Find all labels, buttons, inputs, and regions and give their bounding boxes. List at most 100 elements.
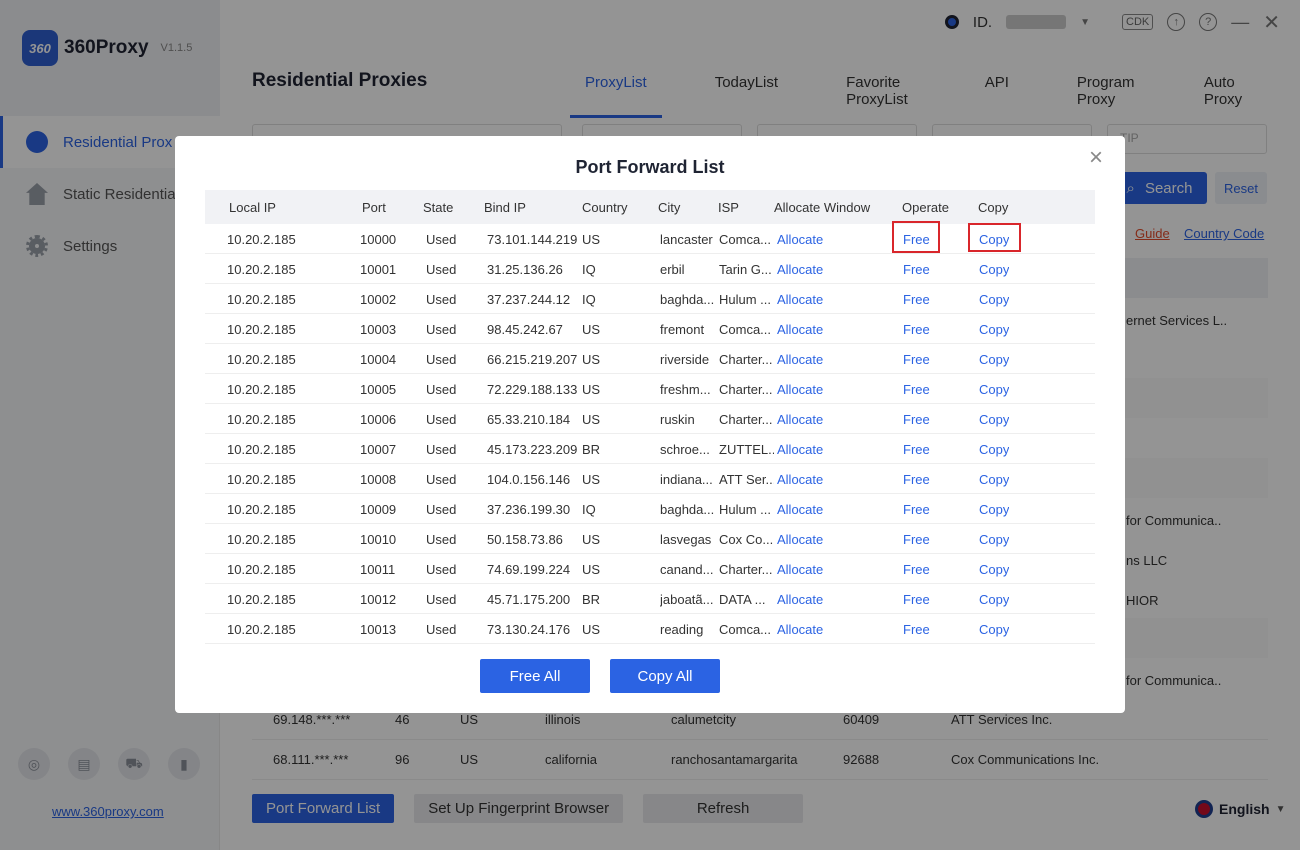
free-all-button[interactable]: Free All [480, 659, 590, 693]
copy-link[interactable]: Copy [979, 412, 1010, 427]
free-link[interactable]: Free [903, 502, 930, 517]
state-cell: Used [426, 532, 457, 547]
copy-link[interactable]: Copy [979, 472, 1010, 487]
fingerprint-browser-button[interactable]: Set Up Fingerprint Browser [414, 794, 624, 823]
free-link[interactable]: Free [903, 562, 930, 577]
tab-program-proxy[interactable]: Program Proxy [1076, 74, 1135, 108]
language-selector[interactable]: English ▼ [1195, 800, 1285, 818]
close-icon[interactable]: × [1088, 144, 1103, 171]
support-icon[interactable]: ◎ [18, 748, 50, 780]
copy-link[interactable]: Copy [979, 442, 1010, 457]
isp-cell: Tarin G... [719, 262, 772, 277]
sidebar-item-label: Settings [63, 237, 118, 255]
copy-link[interactable]: Copy [979, 352, 1010, 367]
state-cell: Used [426, 292, 457, 307]
copy-link[interactable]: Copy [979, 532, 1010, 547]
state-cell: Used [426, 592, 457, 607]
help-icon[interactable]: ? [1199, 13, 1218, 31]
free-link[interactable]: Free [903, 592, 930, 607]
book-icon[interactable]: ▮ [168, 748, 200, 780]
chevron-down-icon[interactable]: ▼ [1080, 16, 1090, 28]
allocate-link[interactable]: Allocate [777, 382, 824, 397]
close-window-icon[interactable]: ✕ [1263, 11, 1280, 34]
guide-link[interactable]: Guide [1135, 226, 1170, 241]
city-cell: baghda... [660, 292, 715, 307]
refresh-button[interactable]: Refresh [643, 794, 804, 823]
table-header: Local IP Port State Bind IP Country City… [205, 190, 1095, 224]
copy-all-button[interactable]: Copy All [610, 659, 720, 693]
upload-icon[interactable]: ↑ [1167, 13, 1186, 31]
free-link[interactable]: Free [903, 232, 930, 247]
copy-link[interactable]: Copy [979, 262, 1010, 277]
allocate-link[interactable]: Allocate [777, 442, 824, 457]
allocate-link[interactable]: Allocate [777, 532, 824, 547]
copy-link[interactable]: Copy [979, 292, 1010, 307]
free-link[interactable]: Free [903, 532, 930, 547]
col-port: Port [362, 200, 386, 215]
sidebar-item-settings[interactable]: Settings [0, 220, 220, 272]
allocate-link[interactable]: Allocate [777, 622, 824, 637]
port-cell: 10008 [360, 472, 397, 487]
reset-button[interactable]: Reset [1215, 172, 1267, 204]
allocate-link[interactable]: Allocate [777, 262, 824, 277]
free-link[interactable]: Free [903, 292, 930, 307]
port-forward-list-button[interactable]: Port Forward List [252, 794, 395, 823]
port-cell: 10013 [360, 622, 397, 637]
country-cell: US [460, 712, 479, 727]
free-link[interactable]: Free [903, 472, 930, 487]
count-cell: 46 [395, 712, 410, 727]
table-row[interactable]: 69.148.***.*** 46 US illinois calumetcit… [252, 700, 1268, 740]
col-isp: ISP [718, 200, 739, 215]
allocate-link[interactable]: Allocate [777, 412, 824, 427]
allocate-link[interactable]: Allocate [777, 322, 824, 337]
allocate-link[interactable]: Allocate [777, 472, 824, 487]
allocate-link[interactable]: Allocate [777, 562, 824, 577]
country-cell: US [582, 352, 601, 367]
allocate-link[interactable]: Allocate [777, 292, 824, 307]
table-row[interactable]: 68.111.***.*** 96 US california ranchosa… [252, 740, 1268, 780]
app-name: 360Proxy [64, 37, 149, 58]
ip-cell: 69.148.***.*** [273, 712, 351, 727]
table-row: 10.20.2.185 10009 Used 37.236.199.30 IQ baghd… [205, 494, 1095, 524]
tab-api[interactable]: API [984, 74, 1009, 91]
type-select[interactable]: TIP [1107, 124, 1267, 154]
tab-auto-proxy[interactable]: Auto Proxy [1203, 74, 1243, 108]
isp-cell: Charter... [719, 352, 773, 367]
tab-favorite-proxylist[interactable]: Favorite ProxyList [846, 74, 908, 108]
cart-icon[interactable]: ⛟ [118, 748, 150, 780]
allocate-link[interactable]: Allocate [777, 232, 824, 247]
copy-link[interactable]: Copy [979, 622, 1010, 637]
city-cell: schroe... [660, 442, 710, 457]
free-link[interactable]: Free [903, 622, 930, 637]
isp-cell: Charter... [719, 412, 773, 427]
port-forward-dialog: Port Forward List × Local IP Port State … [175, 136, 1125, 713]
sidebar-item-static-residential[interactable]: Static Residential Proxies [0, 168, 220, 220]
allocate-link[interactable]: Allocate [777, 592, 824, 607]
search-button[interactable]: ⌕ Search [1112, 172, 1207, 204]
minimize-icon[interactable]: — [1231, 11, 1250, 32]
state-cell: california [545, 752, 598, 767]
country-code-link[interactable]: Country Code [1184, 226, 1265, 241]
allocate-link[interactable]: Allocate [777, 352, 824, 367]
copy-link[interactable]: Copy [979, 232, 1010, 247]
copy-link[interactable]: Copy [979, 562, 1010, 577]
website-link[interactable]: www.360proxy.com [52, 804, 164, 819]
table-body: 10.20.2.185 10000 Used 73.101.144.219 US lanc… [205, 224, 1095, 644]
tab-todaylist[interactable]: TodayList [714, 74, 779, 91]
copy-link[interactable]: Copy [979, 322, 1010, 337]
table-row: 10.20.2.185 10013 Used 73.130.24.176 US readi… [205, 614, 1095, 644]
cdk-button[interactable]: CDK [1122, 14, 1154, 30]
free-link[interactable]: Free [903, 412, 930, 427]
free-link[interactable]: Free [903, 322, 930, 337]
free-link[interactable]: Free [903, 442, 930, 457]
copy-link[interactable]: Copy [979, 382, 1010, 397]
copy-link[interactable]: Copy [979, 592, 1010, 607]
free-link[interactable]: Free [903, 262, 930, 277]
allocate-link[interactable]: Allocate [777, 502, 824, 517]
free-link[interactable]: Free [903, 352, 930, 367]
isp-cell: DATA ... [719, 592, 766, 607]
briefcase-icon[interactable]: ▤ [68, 748, 100, 780]
tab-proxylist[interactable]: ProxyList [570, 74, 662, 118]
copy-link[interactable]: Copy [979, 502, 1010, 517]
free-link[interactable]: Free [903, 382, 930, 397]
